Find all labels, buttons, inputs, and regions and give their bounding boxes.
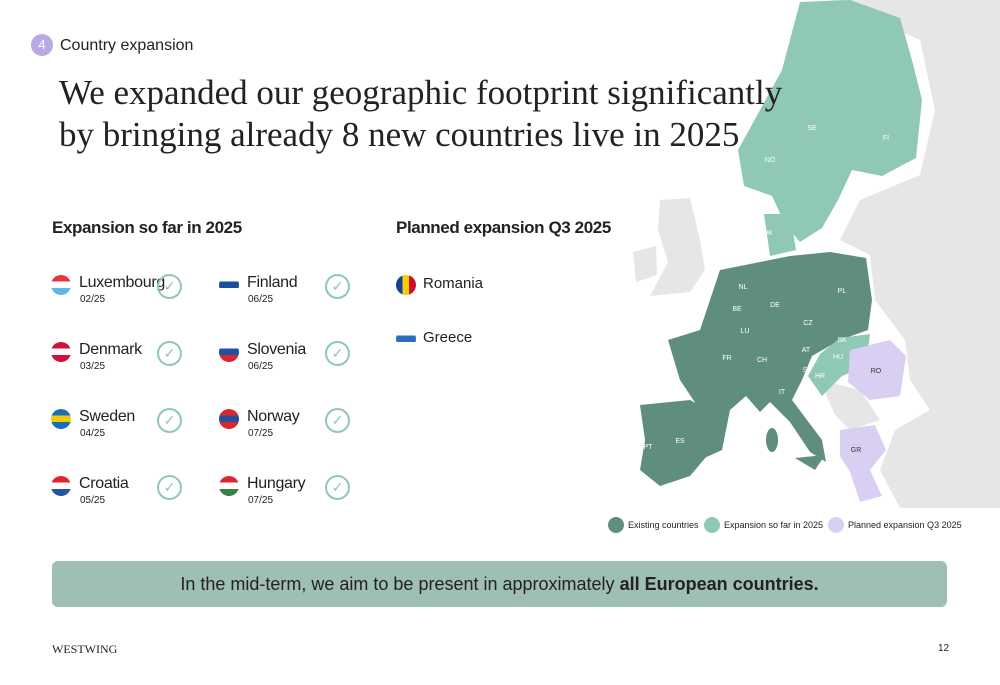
region-expansion [738,0,922,242]
country-date: 07/25 [248,495,274,506]
country-date: 04/25 [80,428,106,439]
map-label: DK [763,230,773,237]
country-name: Sweden [79,408,136,425]
flag [219,275,239,295]
map-label: IT [779,389,786,396]
map-label: FR [722,355,731,362]
check-icon: ✓ [157,475,182,500]
region-planned [848,340,906,400]
country-name: Greece [423,329,473,346]
headline-line: We expanded our geographic footprint sig… [59,73,783,112]
region-planned [840,425,886,502]
map-label: RO [871,368,882,375]
land [830,0,1000,508]
flag [219,342,239,362]
map-label: GR [851,447,862,454]
check-icon: ✓ [325,274,350,299]
region-existing [640,400,726,486]
country-date: 07/25 [248,428,274,439]
legend-label: Existing countries [628,520,699,530]
flag [219,409,239,429]
map-label: NL [739,284,748,291]
check-icon: ✓ [325,341,350,366]
map-label: DE [770,302,780,309]
map-label: HR [815,373,825,380]
flag [219,476,239,496]
check-icon: ✓ [325,408,350,433]
legend-swatch [608,517,624,533]
country-name: Finland [247,274,298,291]
legend-label: Planned expansion Q3 2025 [848,520,962,530]
flag [396,329,416,349]
banner-text: In the mid-term, we aim to be present in… [180,574,615,594]
map-label: BE [732,306,742,313]
map-label: ES [675,438,685,445]
map-label: SI [803,367,810,374]
check-icon: ✓ [157,341,182,366]
region-existing [668,252,872,462]
country-date: 06/25 [248,294,274,305]
legend-swatch [704,517,720,533]
section-label: Country expansion [60,37,194,54]
map-label: NO [765,157,776,164]
headline: We expanded our geographic footprint sig… [59,72,782,156]
brand: WESTWING [52,642,118,656]
country-name: Norway [247,408,300,425]
map-label: SE [807,125,817,132]
country-date: 06/25 [248,361,274,372]
flag [51,409,71,429]
flag [51,476,71,496]
region-expansion [764,214,796,256]
country-date: 02/25 [80,294,106,305]
country-name: Croatia [79,475,129,492]
land [633,246,657,282]
map-label: LU [741,328,750,335]
country-name: Slovenia [247,341,306,358]
headline-line: by bringing already 8 new countries live… [59,115,740,154]
map-label: SK [837,337,847,344]
land [820,380,880,430]
region-existing [766,428,778,452]
section-badge: 4 [31,34,53,56]
page-number: 12 [938,643,950,654]
flag [396,275,416,295]
map-label: CH [757,357,767,364]
map-label: HU [833,354,843,361]
legend-label: Expansion so far in 2025 [724,520,824,530]
so-far-title: Expansion so far in 2025 [52,218,242,237]
country-date: 03/25 [80,361,106,372]
country-name: Hungary [247,475,306,492]
country-name: Romania [423,275,484,292]
check-icon: ✓ [157,274,182,299]
map-label: FI [883,135,889,142]
map-label: PL [838,288,847,295]
banner: In the mid-term, we aim to be present in… [52,561,947,607]
map-label: PT [644,444,654,451]
region-existing [795,455,825,470]
check-icon: ✓ [325,475,350,500]
map-label: CZ [803,320,813,327]
flag [51,275,71,295]
country-date: 05/25 [80,495,106,506]
banner-emphasis: all European countries. [619,574,819,594]
flag [51,342,71,362]
legend-swatch [828,517,844,533]
planned-title: Planned expansion Q3 2025 [396,218,611,237]
country-name: Denmark [79,341,142,358]
country-name: Luxembourg [79,274,165,291]
land [650,198,705,296]
check-icon: ✓ [157,408,182,433]
map-label: AT [802,347,811,354]
